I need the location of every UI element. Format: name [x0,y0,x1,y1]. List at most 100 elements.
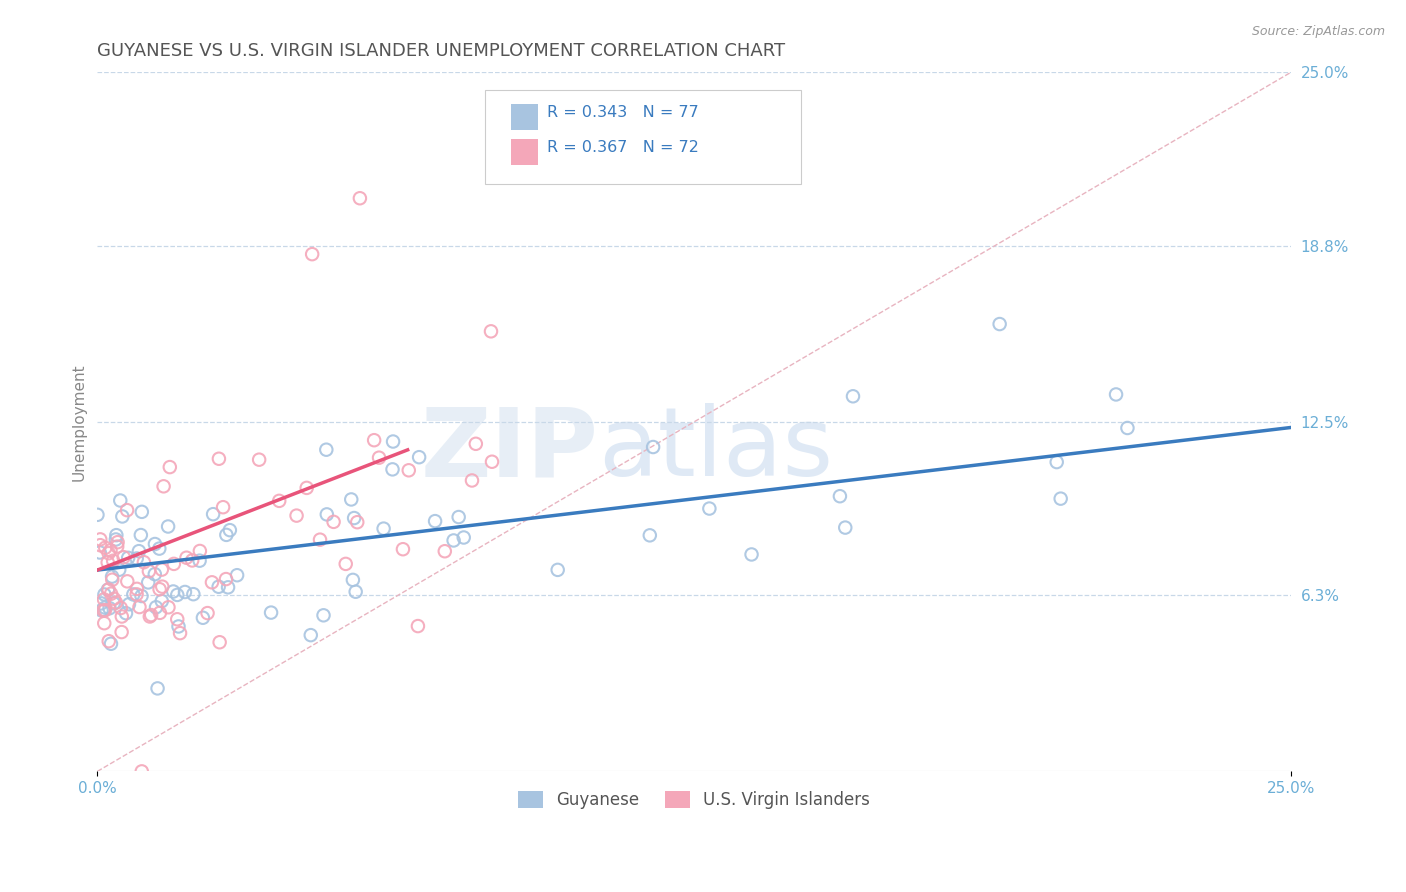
Point [201,575,224,590]
Point [342,573,364,587]
Point [309,533,332,547]
Point [398,463,420,477]
Point [132,555,155,569]
Point [97,556,120,570]
Text: GUYANESE VS U.S. VIRGIN ISLANDER UNEMPLOYMENT CORRELATION CHART: GUYANESE VS U.S. VIRGIN ISLANDER UNEMPLO… [97,42,786,60]
Point [97,634,120,648]
Point [103,591,125,606]
Point [108,563,131,577]
Point [145,600,167,615]
Point [247,452,270,467]
Point [295,481,318,495]
Point [315,508,337,522]
Point [226,568,249,582]
Point [110,601,132,615]
Point [125,582,148,596]
Point [315,442,337,457]
Point [208,635,231,649]
FancyBboxPatch shape [512,103,537,130]
Point [368,450,391,465]
Point [382,434,405,449]
Text: ZIP: ZIP [420,403,599,496]
Point [107,535,129,549]
Point [149,606,172,620]
Point [111,625,134,640]
Point [152,479,174,493]
Point [191,611,214,625]
Point [150,563,173,577]
Point [638,528,661,542]
Point [112,550,135,565]
Point [208,580,231,594]
Point [97,546,120,560]
Point [217,580,239,594]
Point [159,460,181,475]
Point [86,508,108,522]
Point [115,606,138,620]
Legend: Guyanese, U.S. Virgin Islanders: Guyanese, U.S. Virgin Islanders [512,784,876,815]
Point [93,616,115,631]
Point [183,587,205,601]
Point [97,582,120,597]
Point [97,582,120,597]
Point [343,511,366,525]
Point [110,493,132,508]
Point [101,554,124,568]
Point [100,543,122,558]
Point [128,544,150,558]
Point [212,500,235,515]
Point [94,600,117,615]
Point [464,437,486,451]
Point [131,764,153,779]
Point [105,528,128,542]
Point [138,564,160,578]
Point [408,450,430,465]
Point [93,603,115,617]
Point [125,551,148,566]
Point [89,545,111,559]
Point [423,514,446,528]
Point [150,580,173,594]
Point [157,600,180,615]
Point [340,492,363,507]
Point [344,584,367,599]
Point [479,324,502,338]
Point [118,597,141,611]
Point [94,541,117,555]
Point [215,528,238,542]
Point [299,628,322,642]
Point [1046,455,1069,469]
Point [447,510,470,524]
Text: R = 0.343   N = 77: R = 0.343 N = 77 [547,104,699,120]
Point [335,557,357,571]
Point [117,550,139,565]
Point [381,462,404,476]
Point [202,507,225,521]
Point [105,540,128,554]
Point [443,533,465,548]
Point [301,247,323,261]
Point [117,574,139,589]
Point [312,608,335,623]
Point [163,557,186,571]
Point [208,451,231,466]
Point [842,389,865,403]
Point [988,317,1011,331]
Point [269,493,291,508]
Point [149,582,172,597]
Point [169,626,191,640]
Point [150,594,173,608]
Point [89,533,111,547]
Point [131,505,153,519]
Point [101,569,124,583]
Point [699,501,721,516]
Point [148,541,170,556]
Point [128,600,150,615]
Point [157,519,180,533]
Point [260,606,283,620]
Text: atlas: atlas [599,403,834,496]
Point [188,544,211,558]
Point [1116,421,1139,435]
FancyBboxPatch shape [485,90,801,185]
Point [166,612,188,626]
